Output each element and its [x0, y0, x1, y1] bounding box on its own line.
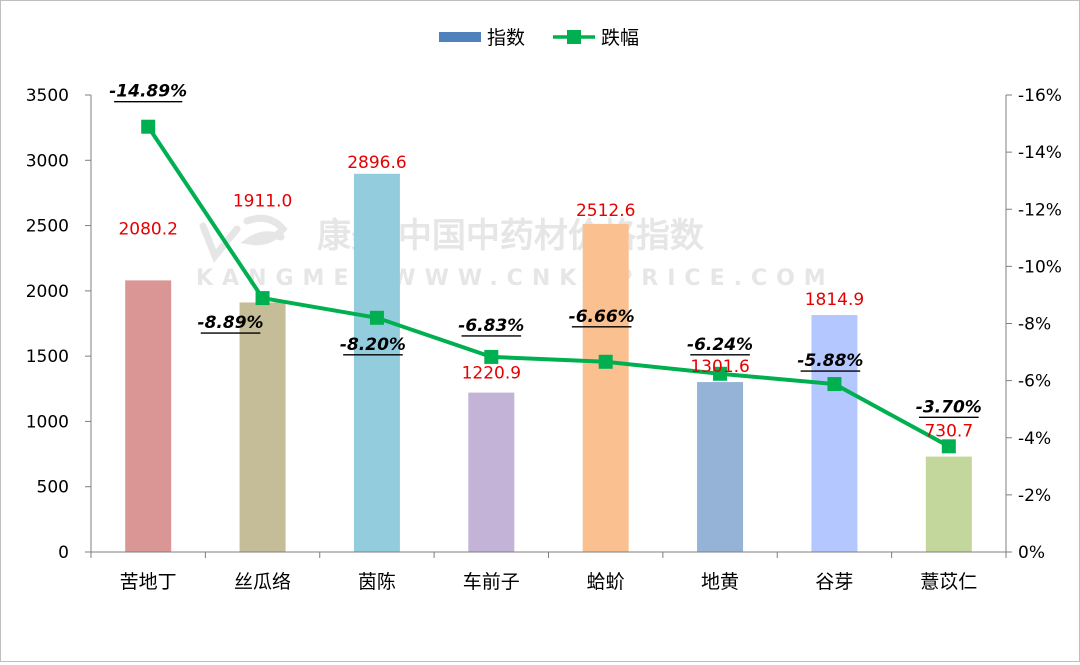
decline-marker-2 [255, 291, 270, 306]
watermark: 康美·中国中药材价格指数 KANGMEI WWW.CNKMPRICE.COM [196, 214, 835, 291]
bar-4 [468, 392, 515, 552]
axes: 0 500 1000 1500 2000 2500 3000 3500 0% -2% -4% -6% -… [26, 86, 1062, 593]
y-left-tick-label: 500 [37, 478, 69, 498]
x-category-label: 薏苡仁 [920, 571, 977, 593]
x-category-label: 丝瓜络 [234, 571, 291, 593]
y-right-tick-label: -8% [1018, 315, 1051, 335]
legend: 指数 跌幅 [439, 27, 639, 49]
y-left-tick-label: 2000 [26, 282, 69, 302]
y-left-tick-label: 1000 [26, 412, 69, 432]
y-left-tick-label: 3000 [26, 151, 69, 171]
decline-marker-1 [141, 119, 156, 134]
y-right-tick-label: -2% [1018, 486, 1051, 506]
decline-pct-label: -14.89% [109, 82, 187, 102]
legend-marker-decline [567, 30, 581, 44]
bar-value-label: 2512.6 [576, 201, 635, 221]
y-right-tick-label: -6% [1018, 372, 1051, 392]
decline-marker-7 [827, 377, 842, 392]
x-category-label: 苦地丁 [120, 571, 177, 593]
x-category-label: 蛤蚧 [587, 571, 625, 593]
data-labels: 2080.2 1911.0 2896.6 1220.9 2512.6 1301.6 1814… [109, 82, 982, 442]
bar-7 [811, 315, 858, 552]
x-category-label: 谷芽 [815, 571, 853, 593]
decline-marker-4 [484, 349, 499, 364]
decline-pct-label: -6.24% [687, 335, 753, 355]
decline-pct-label: -5.88% [797, 351, 863, 371]
bar-value-label: 1301.6 [690, 357, 749, 377]
x-category-label: 车前子 [463, 571, 520, 593]
legend-swatch-index [439, 32, 481, 42]
y-right-tick-label: -10% [1018, 257, 1062, 277]
bar-1 [125, 280, 172, 552]
decline-pct-label: -8.20% [340, 335, 406, 355]
decline-marker-3 [369, 310, 384, 325]
decline-pct-label: -6.66% [569, 307, 635, 327]
decline-marker-6 [713, 366, 728, 381]
bar-8 [925, 456, 972, 552]
y-right-tick-label: 0% [1018, 543, 1045, 563]
decline-line [146, 125, 950, 449]
y-left-tick-label: 0 [58, 543, 69, 563]
bar-value-label: 730.7 [924, 422, 973, 442]
bar-2 [239, 302, 286, 552]
bar-value-label: 1220.9 [462, 364, 521, 384]
bar-5 [582, 223, 629, 553]
y-left-tick-label: 3500 [26, 86, 69, 106]
legend-label-index: 指数 [487, 27, 525, 49]
decline-pct-label: -6.83% [458, 316, 524, 336]
legend-label-decline: 跌幅 [601, 27, 639, 49]
watermark-logo [199, 214, 288, 263]
bar-value-label: 1814.9 [805, 290, 864, 310]
y-left-tick-label: 2500 [26, 217, 69, 237]
y-right-tick-label: -12% [1018, 200, 1062, 220]
y-right-tick-label: -16% [1018, 86, 1062, 106]
bar-value-label: 1911.0 [233, 191, 292, 211]
y-right-tick-label: -4% [1018, 429, 1051, 449]
x-category-label: 地黄 [701, 571, 739, 593]
y-right-tick-label: -14% [1018, 143, 1062, 163]
bars [125, 173, 972, 553]
watermark-url: KANGMEI WWW.CNKMPRICE.COM [196, 266, 835, 291]
decline-marker-8 [941, 439, 956, 454]
decline-pct-label: -3.70% [916, 397, 982, 417]
bar-3 [353, 173, 400, 552]
y-left-tick-label: 1500 [26, 347, 69, 367]
x-category-label: 茵陈 [358, 571, 396, 593]
decline-marker-5 [598, 354, 613, 369]
bar-6 [697, 382, 744, 552]
bar-value-label: 2896.6 [347, 153, 406, 173]
decline-line-series [141, 119, 956, 454]
decline-pct-label: -8.89% [198, 313, 264, 333]
bar-value-label: 2080.2 [118, 219, 177, 239]
